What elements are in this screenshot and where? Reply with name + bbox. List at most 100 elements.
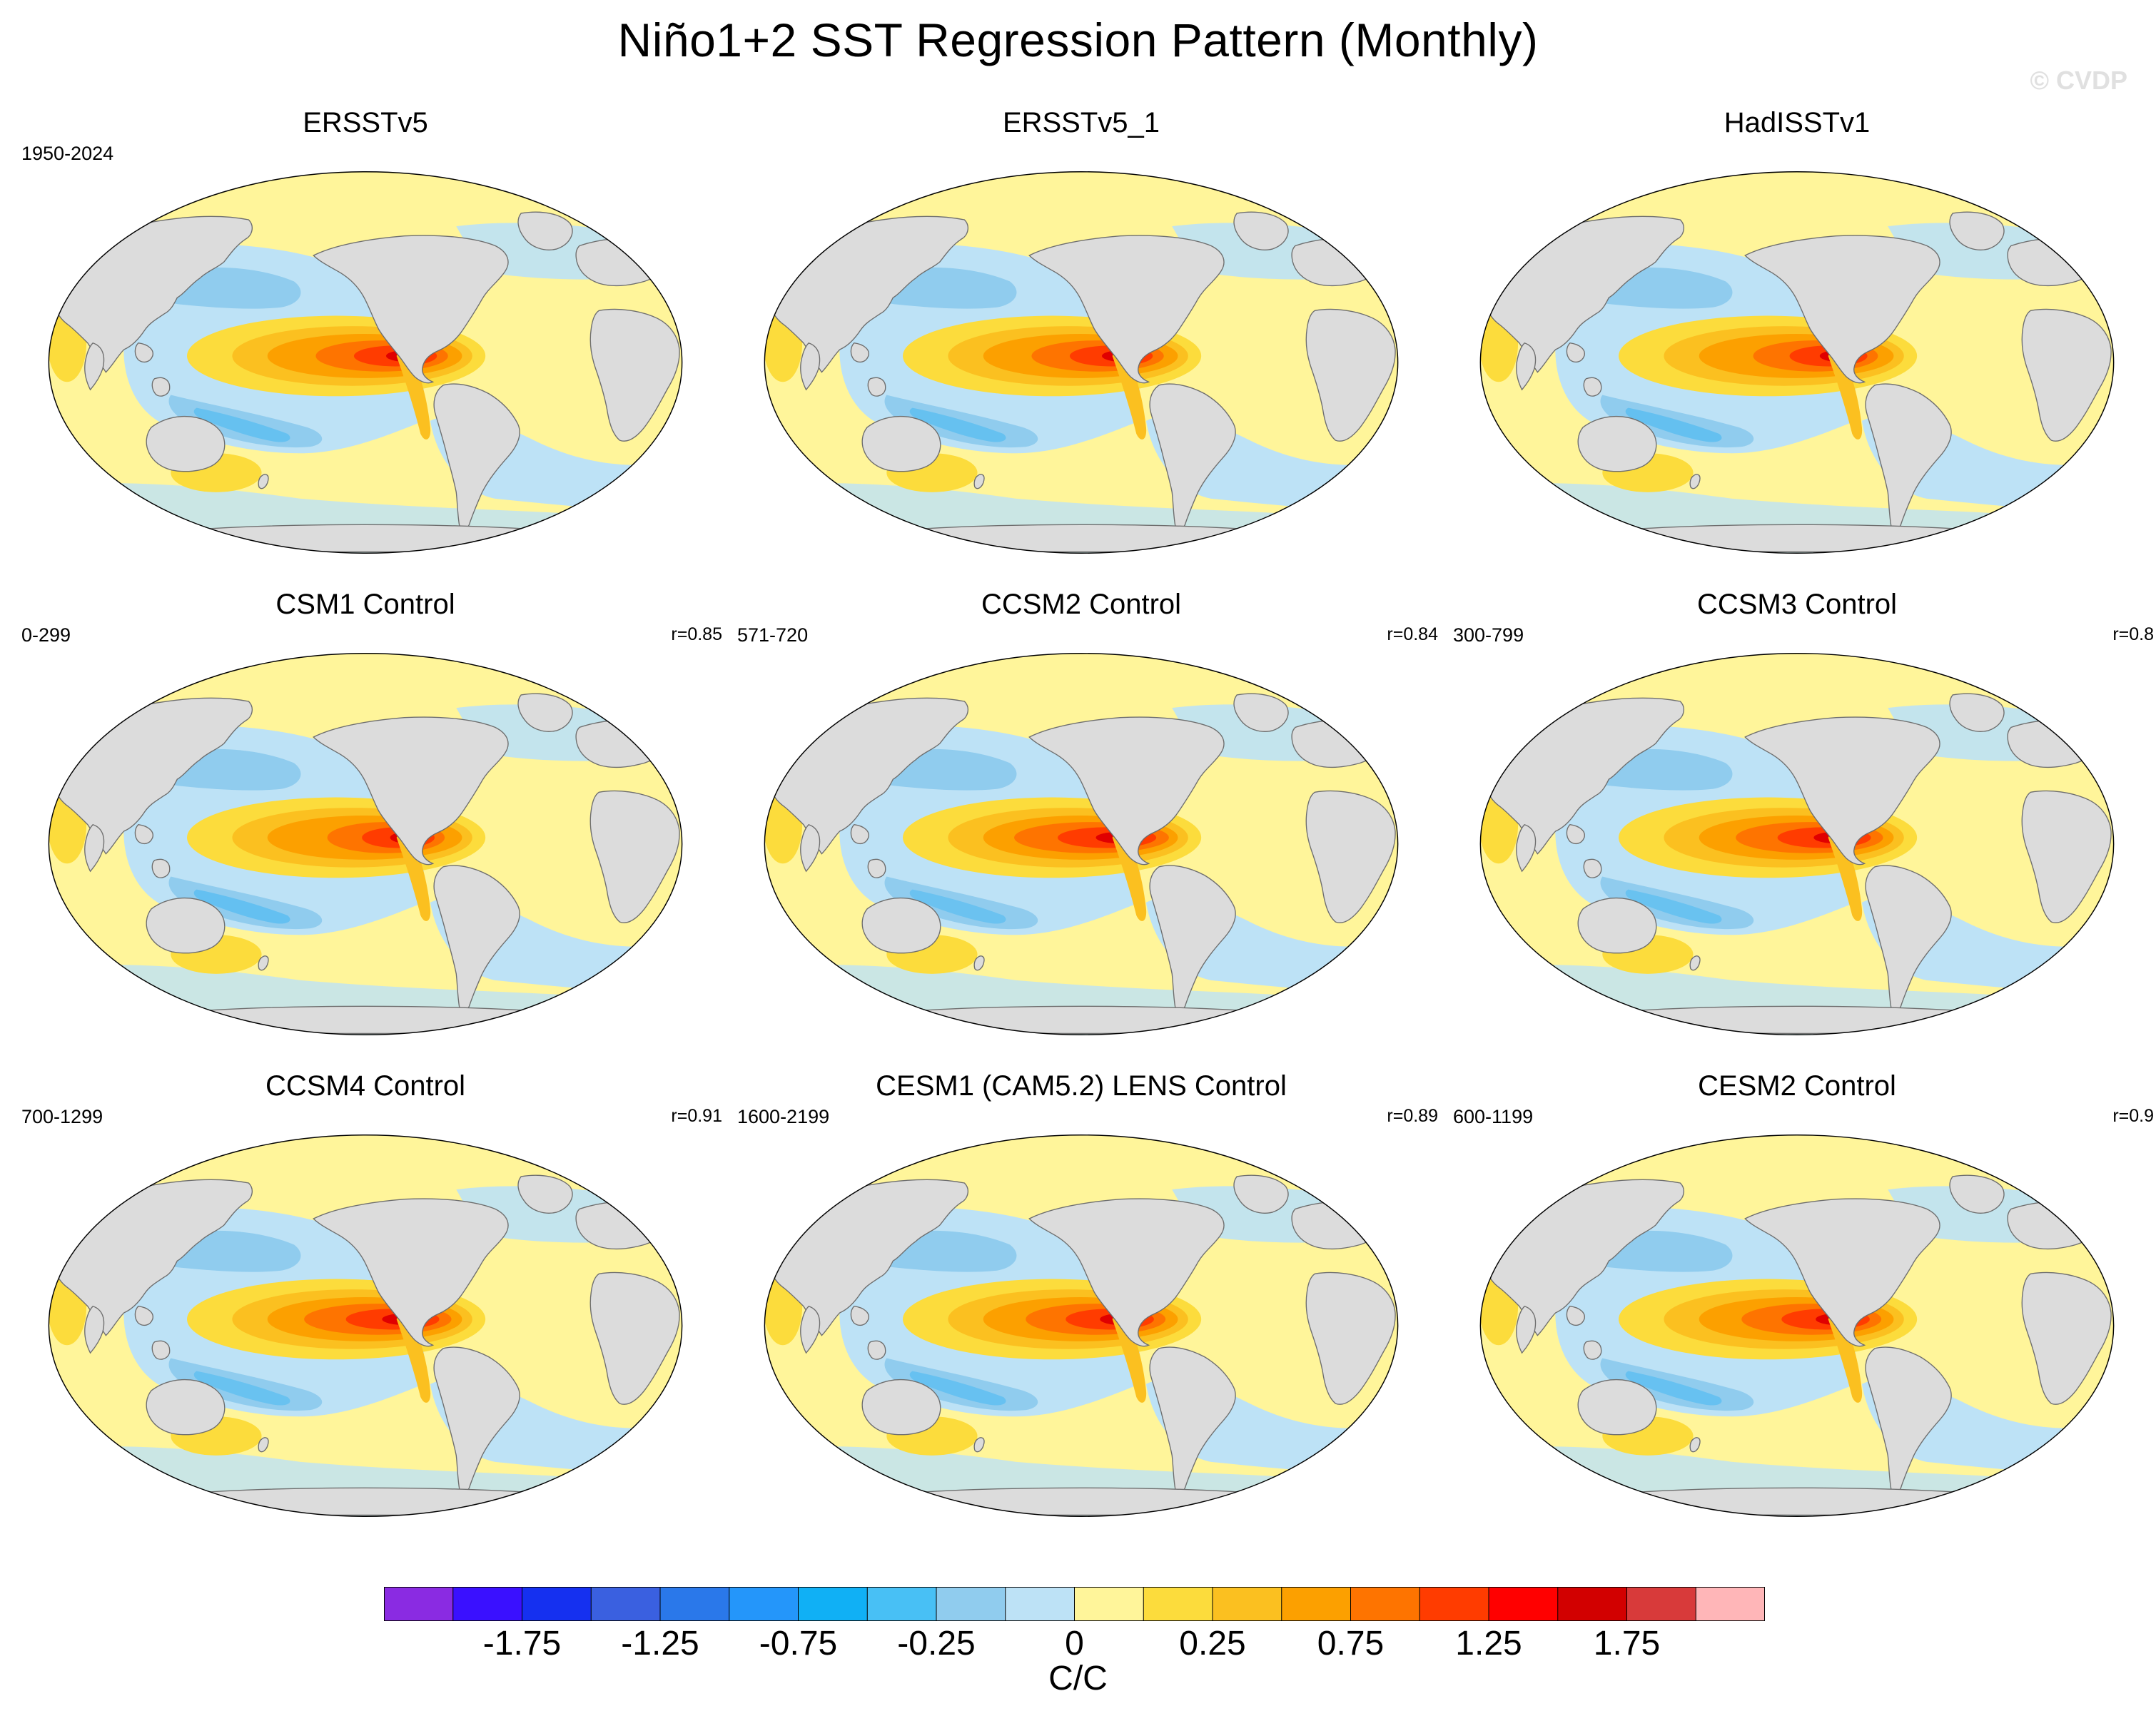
- warm-anomaly-coastal: [396, 824, 431, 921]
- landmass-borneo: [151, 1340, 171, 1360]
- colorbar-tick-label: -1.75: [482, 1625, 562, 1662]
- landmass-africa: [2021, 790, 2112, 923]
- warm-anomaly-coastal: [1828, 824, 1863, 921]
- landmass-namerica: [1028, 1198, 1225, 1347]
- warm-anomaly-coastal: [396, 1306, 431, 1403]
- panel-title: CCSM4 Control: [265, 1070, 466, 1102]
- landmass-nz: [258, 955, 269, 971]
- colorbar-swatch: [866, 1587, 937, 1621]
- landmass-greenland: [1949, 211, 2005, 250]
- landmass-nz: [973, 474, 985, 489]
- panel-title: CESM1 (CAM5.2) LENS Control: [876, 1070, 1287, 1102]
- regression-map: [48, 1134, 683, 1517]
- colorbar-swatch: [1626, 1587, 1697, 1621]
- landmass-australia: [1577, 897, 1657, 954]
- globe-outline: [48, 653, 683, 1035]
- panel-period: 1600-2199: [737, 1106, 830, 1127]
- colorbar-swatch: [522, 1587, 592, 1621]
- colorbar-swatch: [798, 1587, 869, 1621]
- landmass-india: [1516, 342, 1537, 391]
- colorbar-tick-label: 1.75: [1593, 1625, 1661, 1662]
- colorbar-swatch: [1557, 1587, 1628, 1621]
- landmass-namerica: [1028, 235, 1225, 384]
- landmass-europe: [1291, 1200, 1391, 1249]
- landmass-africa: [1305, 790, 1396, 923]
- landmass-greenland: [1233, 1174, 1289, 1214]
- landmass-nz: [1689, 1437, 1701, 1453]
- warm-anomaly-coastal: [1112, 824, 1147, 921]
- landmass-greenland: [1233, 211, 1289, 250]
- landmass-greenland: [1949, 693, 2005, 732]
- panel-pattern-correlation: r=0.9: [2112, 1106, 2154, 1126]
- colorbar-swatch: [384, 1587, 454, 1621]
- landmass-samerica: [433, 1346, 520, 1494]
- warm-anomaly-coastal: [1828, 1306, 1863, 1403]
- landmass-africa: [2021, 1271, 2112, 1405]
- strong-negative-anomaly-core: [909, 889, 1006, 924]
- landmass-africa: [589, 1271, 680, 1405]
- landmass-namerica: [313, 235, 509, 384]
- colorbar-swatch: [1143, 1587, 1213, 1621]
- landmass-antarctica: [1544, 524, 2050, 553]
- landmass-seasia: [134, 342, 153, 363]
- colorbar-labels: -1.75 -1.25 -0.75 -0.25 0 0.25 0.75 1.25 1.75: [0, 1624, 2156, 1667]
- panel-pattern-correlation: r=0.85: [671, 624, 722, 644]
- landmass-antarctica: [828, 524, 1335, 553]
- landmass-nz: [973, 1437, 985, 1453]
- colorbar-swatch: [452, 1587, 523, 1621]
- landmass-australia: [146, 415, 226, 472]
- landmass-india: [800, 823, 821, 873]
- panel-title: ERSSTv5_1: [1002, 107, 1160, 138]
- panel-title: CCSM3 Control: [1696, 589, 1898, 620]
- colorbar-swatch: [1350, 1587, 1421, 1621]
- strong-negative-anomaly-core: [193, 889, 290, 924]
- landmass-seasia: [850, 342, 869, 363]
- landmass-india: [1516, 823, 1537, 873]
- landmass-borneo: [151, 377, 171, 397]
- landmass-europe: [2007, 719, 2107, 768]
- landmass-antarctica: [112, 524, 619, 553]
- globe-outline: [764, 171, 1399, 554]
- landmass-antarctica: [1544, 1005, 2050, 1035]
- colorbar-swatch: [1419, 1587, 1489, 1621]
- landmass-nz: [1689, 474, 1701, 489]
- landmass-seasia: [1566, 824, 1585, 845]
- colorbar-units: C/C: [1048, 1660, 1108, 1697]
- landmass-australia: [861, 1379, 941, 1436]
- globe-outline: [764, 653, 1399, 1035]
- map-panel: CCSM2 Control 571-720 r=0.84: [724, 589, 1438, 1060]
- colorbar-swatch: [659, 1587, 730, 1621]
- panel-pattern-correlation: r=0.84: [1387, 624, 1438, 644]
- colorbar-swatch: [1074, 1587, 1145, 1621]
- landmass-australia: [146, 1379, 226, 1436]
- landmass-greenland: [517, 1174, 573, 1214]
- landmass-australia: [861, 897, 941, 954]
- panel-period: 1950-2024: [21, 143, 114, 164]
- landmass-india: [800, 1305, 821, 1354]
- panel-pattern-correlation: r=0.89: [1387, 1106, 1438, 1126]
- landmass-greenland: [517, 211, 573, 250]
- strong-negative-anomaly-core: [1625, 407, 1722, 442]
- colorbar-swatch: [1281, 1587, 1352, 1621]
- colorbar-swatch: [1695, 1587, 1765, 1621]
- landmass-antarctica: [112, 1487, 619, 1516]
- panel-period: 0-299: [21, 624, 71, 646]
- colorbar-swatch: [729, 1587, 799, 1621]
- landmass-seasia: [850, 1306, 869, 1326]
- landmass-india: [84, 342, 105, 391]
- globe-outline: [764, 1134, 1399, 1517]
- landmass-samerica: [1149, 865, 1236, 1012]
- landmass-namerica: [313, 1198, 509, 1347]
- landmass-antarctica: [112, 1005, 619, 1035]
- map-panel: HadISSTv1: [1440, 107, 2154, 578]
- warm-anomaly-coastal: [1828, 342, 1863, 440]
- landmass-seasia: [850, 824, 869, 845]
- landmass-greenland: [1949, 1174, 2005, 1214]
- landmass-europe: [2007, 237, 2107, 286]
- landmass-borneo: [867, 858, 886, 878]
- map-panel: CESM2 Control 600-1199 r=0.9: [1440, 1070, 2154, 1541]
- panel-pattern-correlation: r=0.8: [2112, 624, 2154, 644]
- landmass-europe: [1291, 719, 1391, 768]
- land-mask: [1484, 211, 2112, 553]
- regression-map: [48, 171, 683, 554]
